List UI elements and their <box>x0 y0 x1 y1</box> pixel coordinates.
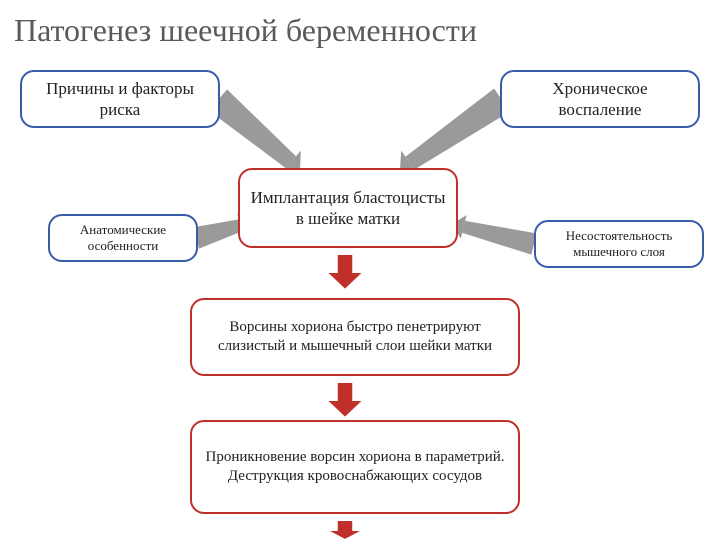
down-arrow-icon <box>320 518 370 546</box>
node-anatomical: Анатомические особенности <box>48 214 198 262</box>
down-arrow-icon <box>320 252 370 296</box>
node-implantation: Имплантация бластоцисты в шейке матки <box>238 168 458 248</box>
node-muscle: Несостоятельность мышечного слоя <box>534 220 704 268</box>
node-anatomical-text: Анатомические особенности <box>60 222 186 255</box>
node-chronic-text: Хроническое воспаление <box>512 78 688 121</box>
node-implantation-text: Имплантация бластоцисты в шейке матки <box>250 187 446 230</box>
node-muscle-text: Несостоятельность мышечного слоя <box>546 228 692 261</box>
node-causes-text: Причины и факторы риска <box>32 78 208 121</box>
node-villi: Ворсины хориона быстро пенетрируют слизи… <box>190 298 520 376</box>
node-penetration-text: Проникновение ворсин хориона в параметри… <box>202 448 508 486</box>
node-penetration: Проникновение ворсин хориона в параметри… <box>190 420 520 514</box>
node-causes: Причины и факторы риска <box>20 70 220 128</box>
node-villi-text: Ворсины хориона быстро пенетрируют слизи… <box>202 318 508 356</box>
page-title: Патогенез шеечной беременности <box>0 0 720 57</box>
node-chronic: Хроническое воспаление <box>500 70 700 128</box>
down-arrow-icon <box>320 380 370 424</box>
